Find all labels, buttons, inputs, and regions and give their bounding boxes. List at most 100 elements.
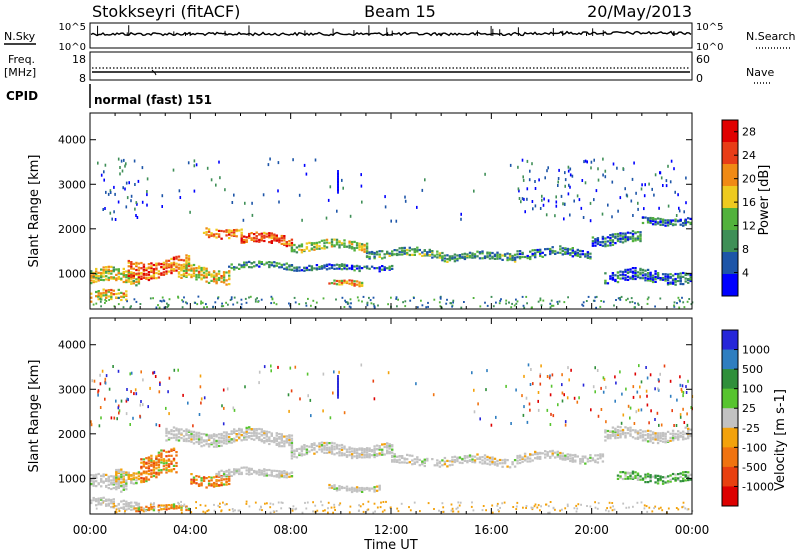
range-cell — [556, 205, 558, 208]
range-cell — [584, 255, 586, 257]
range-cell — [122, 170, 124, 173]
range-cell — [158, 464, 160, 466]
range-cell — [215, 485, 217, 487]
range-cell — [261, 261, 263, 263]
range-cell — [677, 276, 679, 278]
range-cell — [529, 170, 531, 173]
range-cell — [634, 232, 636, 234]
range-cell — [96, 508, 98, 510]
range-cell — [210, 434, 212, 436]
range-cell — [557, 301, 559, 303]
range-cell — [313, 453, 315, 455]
range-cell — [391, 449, 393, 451]
range-cell — [647, 272, 649, 274]
range-cell — [624, 277, 626, 279]
range-cell — [200, 433, 202, 435]
range-cell — [225, 279, 227, 281]
range-cell — [202, 302, 204, 304]
range-cell — [273, 475, 275, 477]
range-cell — [130, 509, 132, 511]
range-cell — [323, 247, 325, 249]
range-cell — [567, 248, 569, 250]
range-cell — [614, 435, 616, 437]
range-cell — [153, 475, 155, 477]
range-cell — [634, 477, 636, 479]
range-cell — [659, 277, 661, 279]
range-cell — [173, 169, 175, 172]
range-cell — [538, 178, 540, 181]
range-cell — [336, 487, 338, 489]
range-cell — [491, 459, 493, 461]
range-cell — [652, 223, 654, 225]
range-cell — [143, 465, 145, 467]
range-cell — [165, 451, 167, 453]
range-cell — [313, 242, 315, 244]
range-cell — [223, 407, 225, 410]
range-cell — [256, 264, 258, 266]
range-cell — [622, 478, 624, 480]
range-cell — [190, 267, 192, 269]
range-cell — [617, 478, 619, 480]
range-cell — [489, 255, 491, 257]
range-cell — [669, 276, 671, 278]
range-cell — [278, 161, 280, 164]
range-cell — [341, 268, 343, 270]
range-cell — [180, 509, 182, 511]
range-cell — [205, 443, 207, 445]
range-cell — [552, 250, 554, 252]
range-cell — [530, 368, 532, 371]
range-cell — [180, 432, 182, 434]
range-cell — [396, 305, 398, 307]
range-cell — [273, 441, 275, 443]
range-cell — [180, 266, 182, 268]
range-cell — [652, 442, 654, 444]
range-cell — [255, 301, 257, 303]
range-cell — [642, 277, 644, 279]
range-cell — [118, 158, 120, 161]
range-cell — [261, 509, 263, 511]
range-cell — [180, 428, 182, 430]
range-cell — [611, 215, 613, 218]
range-cell — [291, 442, 293, 444]
range-cell — [614, 428, 616, 430]
range-cell — [293, 453, 295, 455]
range-cell — [530, 383, 532, 386]
range-cell — [679, 375, 681, 378]
range-cell — [622, 237, 624, 239]
range-cell — [178, 264, 180, 266]
range-cell — [446, 460, 448, 462]
range-cell — [343, 282, 345, 284]
range-cell — [98, 473, 100, 475]
range-cell — [609, 239, 611, 241]
range-cell — [323, 445, 325, 447]
range-cell — [148, 263, 150, 265]
range-cell — [263, 470, 265, 472]
range-cell — [634, 422, 636, 425]
range-cell — [509, 466, 511, 468]
range-cell — [605, 420, 607, 423]
range-cell — [539, 249, 541, 251]
range-cell — [236, 468, 238, 470]
range-cell — [612, 244, 614, 246]
range-cell — [674, 224, 676, 226]
range-cell — [532, 459, 534, 461]
range-cell — [220, 281, 222, 283]
range-cell — [138, 505, 140, 507]
range-cell — [110, 499, 112, 501]
range-cell — [321, 444, 323, 446]
range-cell — [609, 242, 611, 244]
range-cell — [170, 449, 172, 451]
range-cell — [634, 429, 636, 431]
range-cell — [95, 275, 97, 277]
range-cell — [543, 198, 545, 201]
range-cell — [647, 433, 649, 435]
range-cell — [149, 387, 151, 390]
range-cell — [532, 454, 534, 456]
range-cell — [674, 477, 676, 479]
range-cell — [118, 406, 120, 409]
range-cell — [406, 249, 408, 251]
range-cell — [220, 277, 222, 279]
range-cell — [160, 459, 162, 461]
range-cell — [283, 268, 285, 270]
range-cell — [659, 432, 661, 434]
